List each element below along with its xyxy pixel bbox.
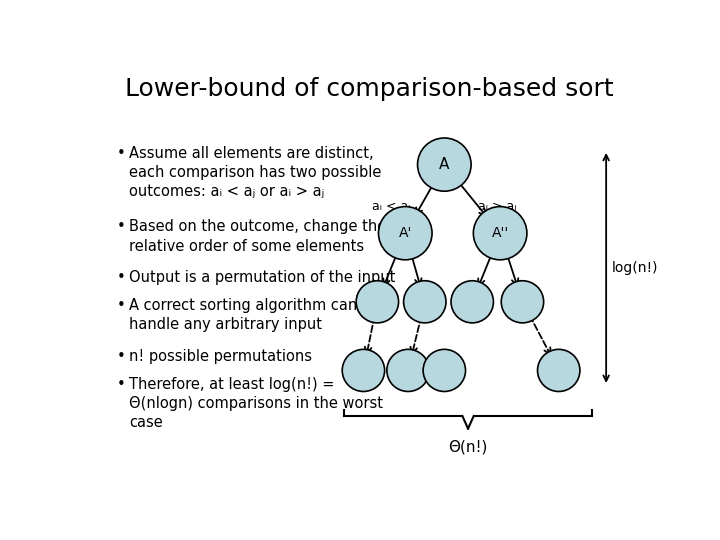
Text: Assume all elements are distinct,
each comparison has two possible
outcomes: aᵢ : Assume all elements are distinct, each c… (129, 146, 382, 199)
Text: •: • (117, 377, 125, 392)
Ellipse shape (538, 349, 580, 392)
Text: aᵢ > aⱼ: aᵢ > aⱼ (478, 200, 516, 213)
Ellipse shape (451, 281, 493, 323)
Ellipse shape (342, 349, 384, 392)
Ellipse shape (418, 138, 471, 191)
Ellipse shape (379, 207, 432, 260)
Text: •: • (117, 270, 125, 285)
Text: Based on the outcome, change the
relative order of some elements: Based on the outcome, change the relativ… (129, 219, 387, 254)
Text: •: • (117, 146, 125, 161)
Text: A': A' (399, 226, 412, 240)
Text: log(n!): log(n!) (612, 261, 658, 275)
Ellipse shape (473, 207, 527, 260)
Ellipse shape (423, 349, 466, 392)
Text: Lower-bound of comparison-based sort: Lower-bound of comparison-based sort (125, 77, 613, 102)
Text: •: • (117, 298, 125, 313)
Ellipse shape (404, 281, 446, 323)
Text: aᵢ < aⱼ: aᵢ < aⱼ (372, 200, 410, 213)
Ellipse shape (356, 281, 399, 323)
Text: •: • (117, 219, 125, 234)
Text: A correct sorting algorithm can
handle any arbitrary input: A correct sorting algorithm can handle a… (129, 298, 357, 332)
Text: A'': A'' (492, 226, 509, 240)
Text: n! possible permutations: n! possible permutations (129, 349, 312, 364)
Ellipse shape (387, 349, 429, 392)
Text: Θ(n!): Θ(n!) (449, 439, 487, 454)
Text: Therefore, at least log(n!) =
Θ(nlogn) comparisons in the worst
case: Therefore, at least log(n!) = Θ(nlogn) c… (129, 377, 383, 430)
Text: A: A (439, 157, 449, 172)
Text: Output is a permutation of the input: Output is a permutation of the input (129, 270, 395, 285)
Text: •: • (117, 349, 125, 364)
Ellipse shape (501, 281, 544, 323)
